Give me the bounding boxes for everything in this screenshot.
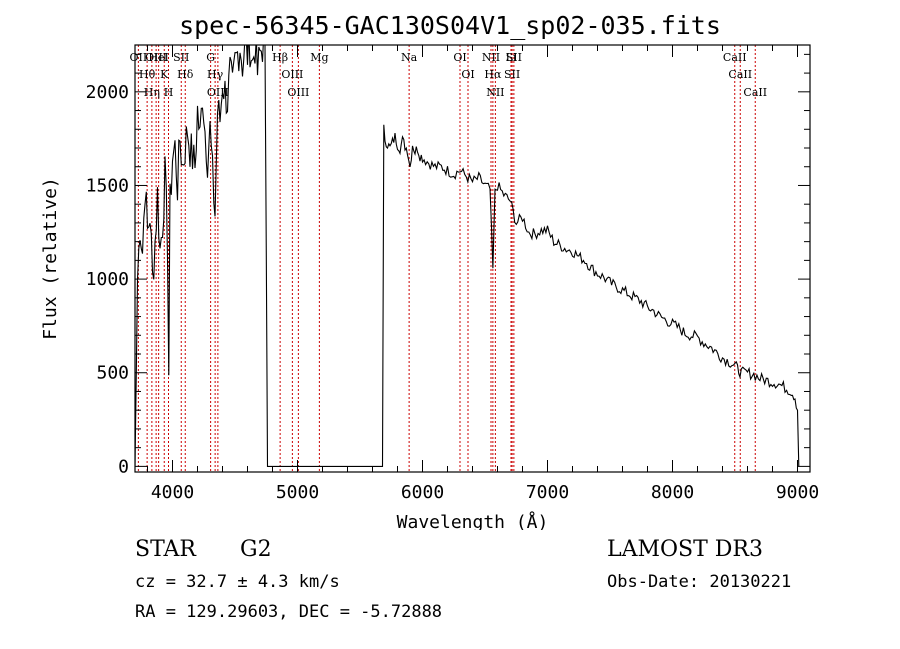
spectral-line-label: SII (504, 68, 520, 81)
spectral-line-label: OIII (287, 86, 309, 99)
x-axis-label: Wavelength (Å) (397, 511, 549, 530)
x-tick-label: 4000 (151, 482, 194, 503)
redshift-text: cz = 32.7 ± 4.3 km/s (135, 572, 340, 592)
spectrum-line (135, 45, 800, 467)
spectral-line-label: OI (461, 68, 474, 81)
x-tick-label: 8000 (651, 482, 694, 503)
y-tick-label: 1500 (86, 175, 129, 196)
spectral-line-label: SII (506, 51, 522, 64)
spectral-line-label: Hθ (139, 68, 156, 81)
spectral-line-label: Mg (310, 51, 328, 64)
chart-title: spec-56345-GAC130S04V1_sp02-035.fits (179, 11, 721, 40)
survey-name: LAMOST DR3 (607, 537, 763, 562)
spectral-line-label: Hη (144, 86, 160, 99)
spectral-line-label: OI (453, 51, 466, 64)
y-tick-label: 0 (118, 456, 129, 477)
obs-date: Obs-Date: 20130221 (607, 572, 792, 592)
spectral-line-label: OII (130, 51, 148, 64)
spectral-line-label: CaII (728, 68, 752, 81)
spectral-line-label: Hβ (272, 51, 288, 64)
spectral-line-label: G (206, 51, 215, 64)
spectral-line-label: Hγ (207, 68, 224, 81)
x-tick-label: 5000 (276, 482, 319, 503)
spectral-line-label: Na (401, 51, 418, 64)
spectral-line-label: Hα (484, 68, 502, 81)
y-tick-label: 2000 (86, 82, 129, 103)
spectral-line-label: OIII (145, 51, 167, 64)
x-tick-label: 7000 (526, 482, 569, 503)
spectral-line-label: HeI (148, 51, 168, 64)
object-subclass: G2 (240, 537, 272, 562)
object-class: STAR (135, 537, 196, 562)
x-tick-label: 9000 (776, 482, 819, 503)
spectral-line-label: CaII (743, 86, 767, 99)
spectrum-plot: spec-56345-GAC130S04V1_sp02-035.fitsOIIH… (40, 11, 819, 530)
spectral-line-label: Hδ (177, 68, 194, 81)
spectral-line-label: Li (506, 51, 517, 64)
y-axis-label: Flux (relative) (40, 177, 61, 340)
spectral-line-label: SII (173, 51, 189, 64)
plot-frame (134, 44, 811, 473)
spectral-line-label: NII (482, 51, 500, 64)
spectral-line-label: K (160, 68, 169, 81)
spectral-line-label: H (164, 86, 174, 99)
x-tick-label: 6000 (401, 482, 444, 503)
spectral-line-label: OIII (281, 68, 303, 81)
y-tick-label: 1000 (86, 269, 129, 290)
spectral-line-label: NII (486, 86, 504, 99)
y-tick-label: 500 (96, 363, 129, 384)
spectral-line-label: CaII (723, 51, 747, 64)
coordinates: RA = 129.29603, DEC = -5.72888 (135, 602, 443, 622)
